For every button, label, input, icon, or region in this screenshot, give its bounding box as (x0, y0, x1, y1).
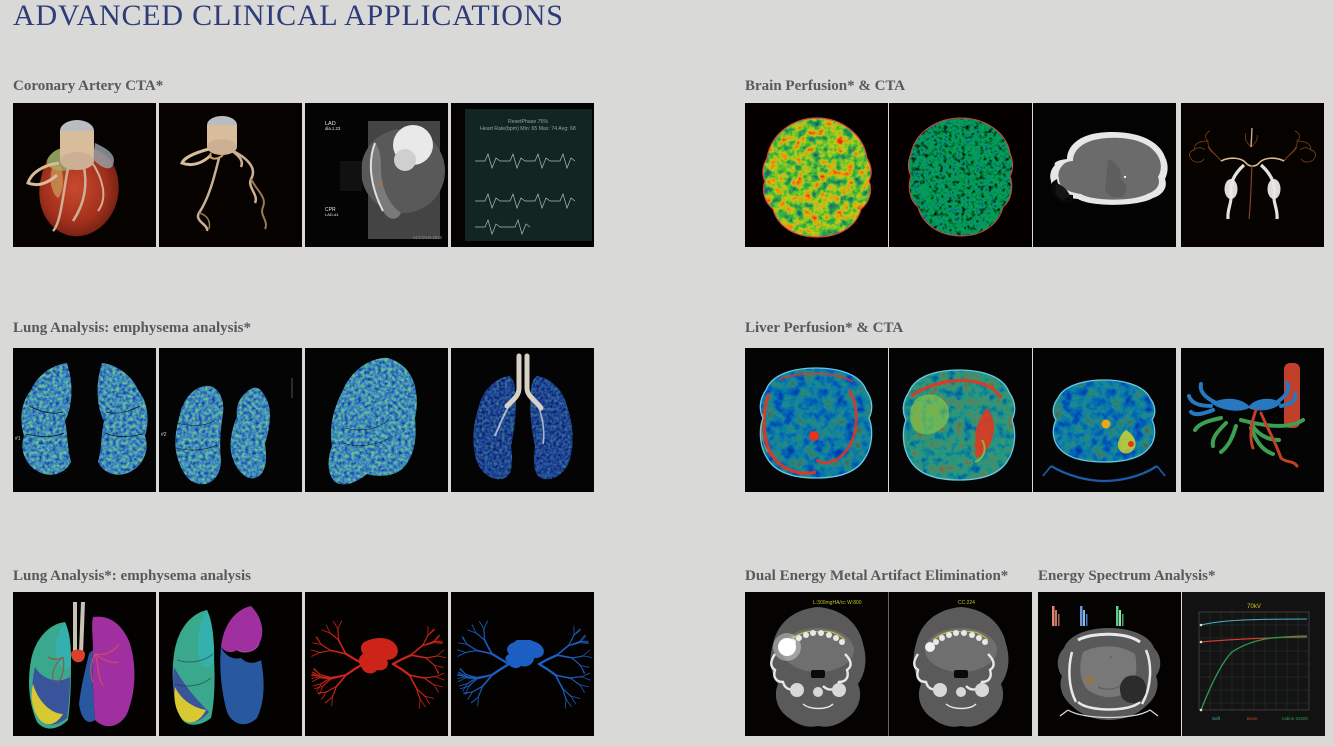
svg-text:CC:224: CC:224 (958, 600, 975, 606)
svg-text:#2: #2 (161, 432, 167, 438)
svg-text:Iodine 32500: Iodine 32500 (1282, 716, 1309, 721)
svg-text:Bone: Bone (1247, 716, 1258, 721)
svg-text:dia.1.23: dia.1.23 (325, 126, 341, 131)
svg-text:L:300mgHA/cc W:800: L:300mgHA/cc W:800 (813, 600, 862, 606)
svg-text:ACC/AHA 2013: ACC/AHA 2013 (413, 235, 443, 240)
svg-text:Soft: Soft (1212, 716, 1221, 721)
svg-text:LAD-d1: LAD-d1 (325, 212, 339, 217)
svg-text:70kV: 70kV (1247, 604, 1261, 610)
svg-text:ResetPhase 75%: ResetPhase 75% (508, 119, 548, 125)
svg-text:#1: #1 (15, 436, 21, 442)
svg-text:Heart Rate(bpm) Min: 65 Max:: Heart Rate(bpm) Min: 65 Max: 74 Avg: 68 (480, 126, 576, 132)
